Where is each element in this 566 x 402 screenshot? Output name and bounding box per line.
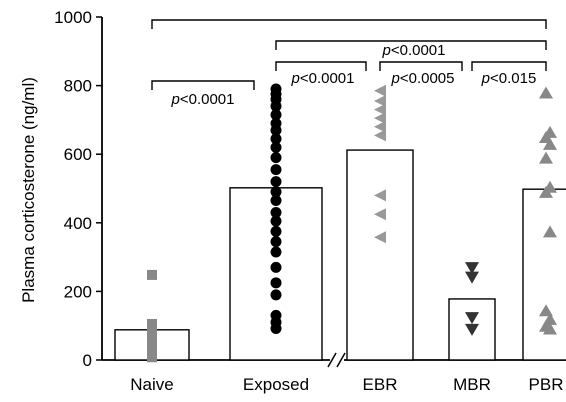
axis-break-mark [327, 352, 337, 368]
x-tick-label-pbr: PBR [529, 375, 564, 394]
point-pbr-8 [539, 304, 553, 317]
axis-break-mark [336, 352, 346, 368]
point-exposed-8 [270, 141, 282, 153]
bracket-ebr-mbr-label: p<0.0005 [391, 70, 455, 87]
point-mbr-2 [465, 312, 479, 325]
point-exposed-19 [270, 261, 282, 273]
point-pbr-7 [543, 225, 557, 238]
point-ebr-6 [374, 189, 386, 202]
bracket-naive-pbr [151, 19, 547, 29]
point-ebr-4 [374, 120, 386, 133]
point-ebr-7 [374, 208, 386, 221]
point-exposed-12 [270, 186, 282, 198]
point-exposed-9 [270, 152, 282, 164]
data-points [147, 83, 557, 363]
point-ebr-5 [374, 129, 386, 142]
point-exposed-24 [270, 322, 282, 334]
bracket-exposed-ebr-label: p<0.0001 [291, 70, 355, 87]
point-mbr-0 [465, 262, 479, 275]
point-ebr-3 [374, 112, 386, 125]
point-exposed-14 [270, 207, 282, 219]
bars [114, 149, 566, 361]
y-tick-label-400: 400 [64, 214, 92, 233]
point-pbr-6 [539, 185, 553, 198]
point-naive-2 [147, 322, 157, 333]
y-tick-label-1000: 1000 [54, 8, 92, 27]
point-naive-8 [147, 352, 157, 363]
point-exposed-4 [270, 109, 282, 121]
point-exposed-17 [270, 236, 282, 248]
bracket-mbr-pbr-label: p<0.015 [481, 70, 537, 87]
y-tick-label-200: 200 [64, 282, 92, 301]
point-exposed-3 [270, 100, 282, 112]
x-tick-label-naive: Naive [130, 375, 173, 394]
point-pbr-11 [543, 322, 557, 335]
y-tick-label-800: 800 [64, 77, 92, 96]
y-tick-label-0: 0 [83, 351, 92, 370]
bracket-ebr-mbr [379, 61, 463, 71]
point-exposed-20 [270, 277, 282, 289]
point-exposed-13 [270, 195, 282, 207]
point-naive-4 [147, 332, 157, 343]
bar-ebr [346, 149, 414, 361]
x-tick-label-ebr: EBR [363, 375, 398, 394]
point-pbr-3 [543, 137, 557, 150]
point-ebr-1 [374, 95, 386, 108]
point-pbr-4 [539, 151, 553, 164]
point-exposed-16 [270, 225, 282, 237]
point-mbr-1 [465, 271, 479, 284]
point-exposed-11 [270, 176, 282, 188]
point-exposed-15 [270, 215, 282, 227]
bracket-exposed-pbr [275, 40, 547, 50]
x-tick-label-mbr: MBR [453, 375, 491, 394]
y-axis-label: Plasma corticosterone (ng/ml) [19, 77, 38, 303]
point-pbr-0 [539, 86, 553, 99]
bracket-exposed-pbr-label: p<0.0001 [382, 42, 446, 59]
axes: 0 200 400 600 800 1000 Naive Exposed EBR MBR PBR [54, 8, 566, 394]
point-exposed-18 [270, 246, 282, 258]
point-ebr-2 [374, 103, 386, 116]
point-naive-3 [147, 327, 157, 338]
point-naive-5 [147, 337, 157, 348]
point-mbr-3 [465, 323, 479, 336]
point-exposed-21 [270, 289, 282, 301]
point-naive-0 [147, 269, 157, 280]
point-ebr-0 [374, 84, 386, 97]
y-tick-label-600: 600 [64, 145, 92, 164]
point-exposed-7 [270, 133, 282, 145]
point-naive-6 [147, 342, 157, 353]
bracket-exposed-ebr [275, 61, 367, 71]
point-exposed-6 [270, 124, 282, 136]
significance-brackets: p<0.0001 p<0.0001 p<0.0005 p<0.015 p<0.0001 [151, 19, 547, 108]
point-exposed-10 [270, 164, 282, 176]
point-ebr-8 [374, 231, 386, 244]
bracket-naive-exposed-label: p<0.0001 [171, 91, 235, 108]
x-tick-label-exposed: Exposed [243, 375, 309, 394]
bracket-naive-exposed [151, 80, 255, 90]
bracket-mbr-pbr [471, 61, 547, 71]
